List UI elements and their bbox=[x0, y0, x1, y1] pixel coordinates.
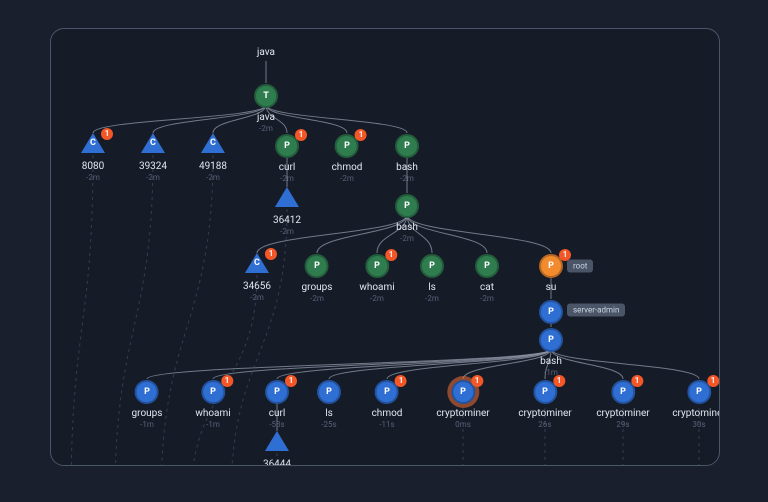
edge-layer bbox=[51, 29, 719, 465]
tag-root: root bbox=[567, 260, 593, 273]
tag-server-admin: server-admin bbox=[567, 304, 625, 317]
process-tree-frame: javaTjava-2mC18080-2mC39324-2mC49188-2mP… bbox=[50, 28, 720, 466]
